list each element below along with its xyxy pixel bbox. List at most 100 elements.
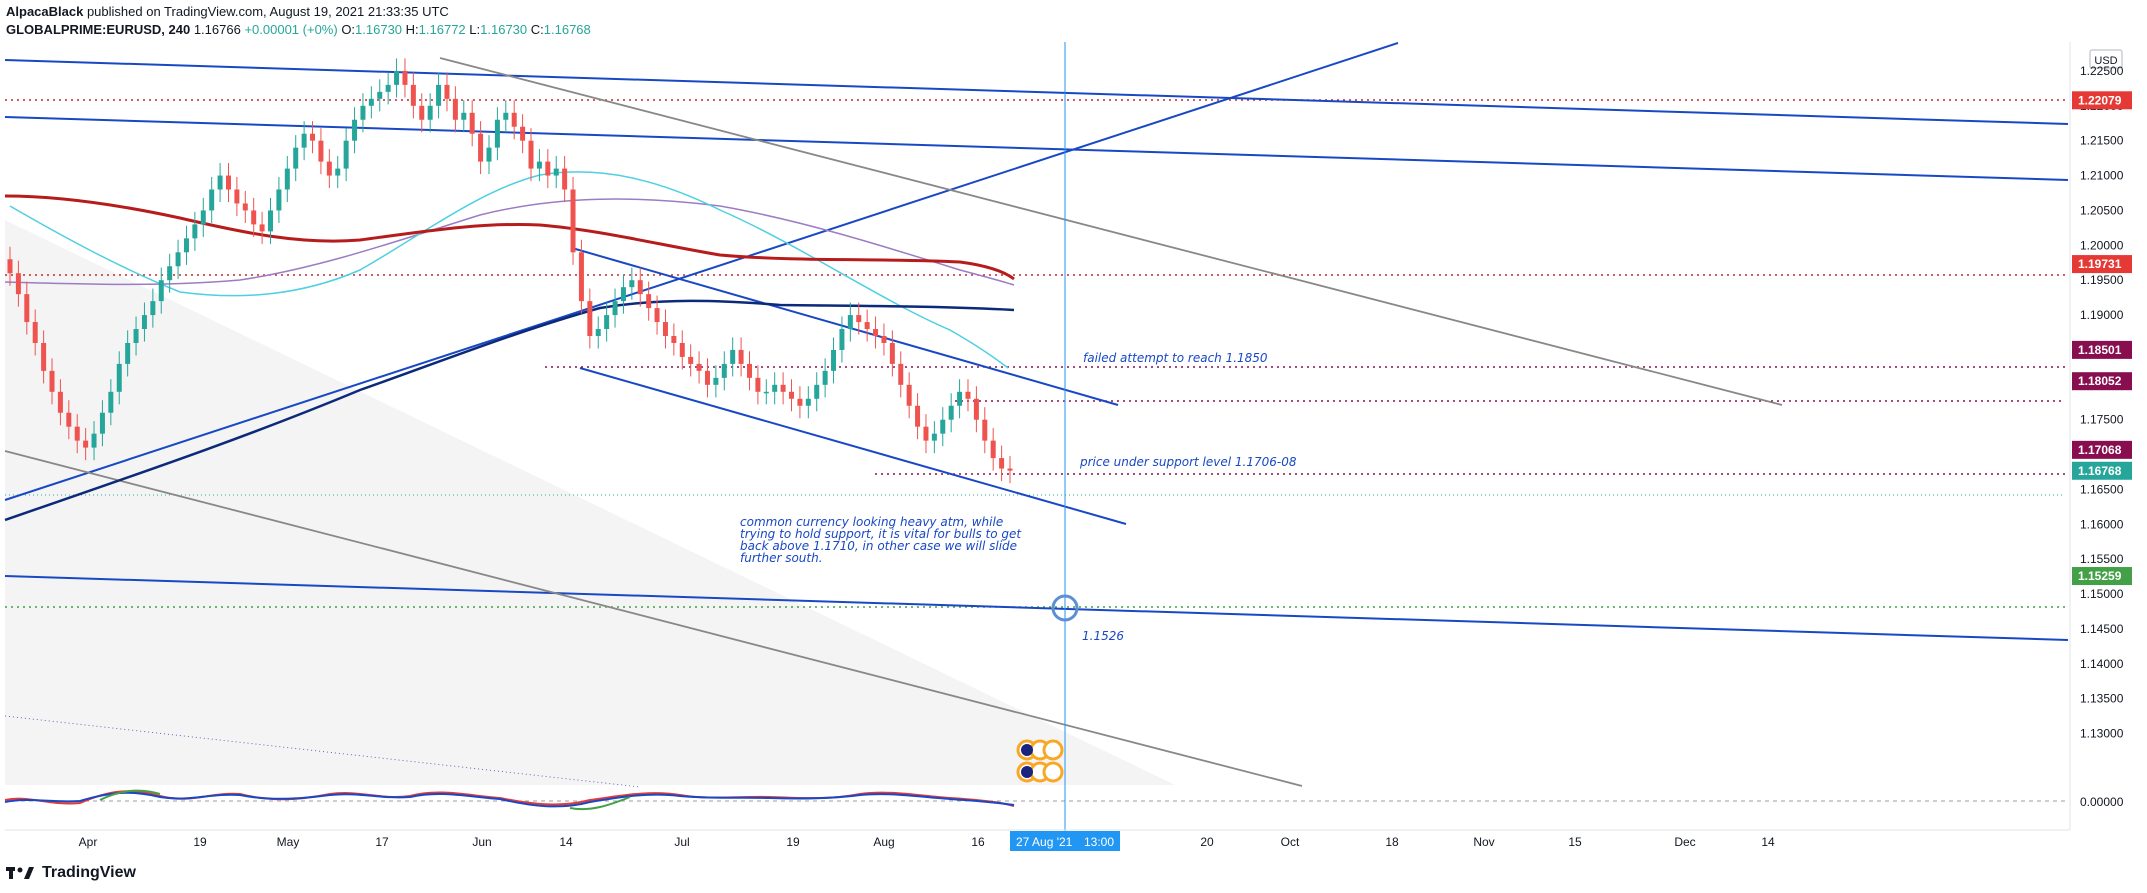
candle-body: [545, 161, 551, 176]
oscillator-zero-box: [2072, 794, 2134, 808]
channel-upper: [571, 247, 1119, 406]
candle-body: [469, 112, 475, 134]
candle-body: [982, 419, 988, 441]
candle-body: [360, 105, 366, 120]
candle-body: [125, 342, 131, 364]
candle-body: [74, 426, 80, 441]
y-tick-label: 1.21000: [2080, 169, 2124, 183]
candle-body: [310, 133, 316, 141]
grey-line-lower: [4, 450, 1303, 787]
author-name[interactable]: AlpacaBlack: [6, 4, 84, 19]
candle-body: [377, 91, 383, 99]
candle-body: [763, 391, 769, 394]
crosshair-circle[interactable]: [1051, 594, 1079, 622]
candle-body: [587, 301, 593, 336]
price-label: 1.17068: [2078, 443, 2122, 457]
candle-body: [301, 133, 307, 148]
event-flag-icon[interactable]: [1042, 739, 1064, 761]
price-axis-ticks: 1.225001.220001.215001.210001.205001.200…: [2080, 64, 2124, 741]
x-tick-label: 14: [559, 835, 573, 849]
x-tick-label: May: [277, 835, 300, 849]
candle-body: [133, 329, 139, 343]
candle-body: [326, 161, 332, 176]
y-tick-label: 1.15500: [2080, 552, 2124, 566]
candle-body: [141, 315, 147, 330]
x-tick-label: 20: [1200, 835, 1214, 849]
event-icons[interactable]: [1016, 739, 1064, 783]
time-axis-ticks: Apr 19 May 17 Jun 14 Jul 19 Aug 16 20 Oct 18 Nov 15 Dec…: [79, 835, 1775, 849]
candle-body: [209, 189, 215, 211]
high-value: 1.16772: [418, 22, 466, 37]
grey-line-upper: [439, 57, 1783, 406]
low-label: L:: [469, 22, 481, 37]
candle-body: [7, 259, 13, 274]
last-price: 1.16766: [193, 22, 241, 37]
tradingview-footer[interactable]: TradingView: [6, 864, 136, 882]
trendline-top: [4, 59, 2069, 125]
candle-body: [352, 119, 358, 141]
x-tick-label: Jul: [674, 835, 689, 849]
symbol-header: GLOBALPRIME:EURUSD, 240 1.16766 +0.00001…: [6, 22, 591, 37]
candle-body: [452, 98, 458, 120]
price-label: 1.18052: [2078, 374, 2122, 388]
annotation-target: 1.1526: [1082, 629, 1124, 643]
candle-body: [847, 315, 853, 330]
candle-body: [536, 161, 542, 169]
candle-body: [671, 336, 677, 343]
oscillator-zero-label: 0.00000: [2080, 795, 2124, 809]
candle-body: [410, 84, 416, 106]
candle-body: [755, 377, 761, 392]
candle-body: [368, 98, 374, 106]
candle-body: [225, 175, 231, 190]
x-tick-label: Apr: [79, 835, 98, 849]
candle-body: [940, 419, 946, 434]
y-tick-label: 1.16500: [2080, 482, 2124, 496]
y-tick-label: 1.14500: [2080, 622, 2124, 636]
candle-body: [436, 84, 442, 106]
candle-body: [856, 315, 862, 323]
candle-body: [595, 329, 601, 336]
candle-body: [57, 391, 63, 413]
event-flag-icon[interactable]: [1042, 761, 1064, 783]
y-tick-label: 1.15000: [2080, 587, 2124, 601]
annotation-failed-attempt: failed attempt to reach 1.1850: [1083, 351, 1268, 365]
candle-body: [158, 280, 164, 302]
candle-body: [66, 412, 72, 427]
price-labels: 1.22079 1.19731 1.18501 1.18052 1.17068 1.167…: [2072, 91, 2132, 586]
candle-body: [41, 342, 47, 371]
annotation-main-line-1: common currency looking heavy atm, while: [740, 515, 1003, 529]
candle-body: [721, 363, 727, 378]
candle-body: [873, 329, 879, 336]
candle-body: [746, 363, 752, 378]
x-tick-label: Oct: [1281, 835, 1300, 849]
candle-body: [520, 126, 526, 141]
brand-name: TradingView: [42, 864, 136, 881]
symbol-label[interactable]: GLOBALPRIME:EURUSD, 240: [6, 22, 191, 37]
candle-body: [1007, 468, 1013, 471]
candle-body: [570, 189, 576, 253]
candle-body: [931, 433, 937, 441]
candle-body: [24, 294, 30, 323]
candle-body: [419, 105, 425, 120]
candle-body: [780, 384, 786, 392]
candle-body: [578, 252, 584, 302]
candles: [7, 58, 1013, 484]
candle-body: [15, 273, 21, 295]
y-tick-label: 1.20500: [2080, 203, 2124, 217]
candle-body: [318, 140, 324, 162]
x-tick-label: 14: [1761, 835, 1775, 849]
price-label-box: [2072, 255, 2132, 274]
candle-body: [772, 384, 778, 392]
candle-body: [730, 349, 736, 364]
candle-body: [553, 168, 559, 176]
candle-body: [612, 301, 618, 316]
candle-body: [629, 280, 635, 288]
price-label-box: [2072, 461, 2132, 480]
price-label-box: [2072, 567, 2132, 586]
x-tick-label: 19: [193, 835, 207, 849]
candle-body: [108, 391, 114, 413]
tradingview-logo-icon: [6, 867, 34, 879]
candle-body: [738, 349, 744, 364]
candle-body: [696, 363, 702, 371]
